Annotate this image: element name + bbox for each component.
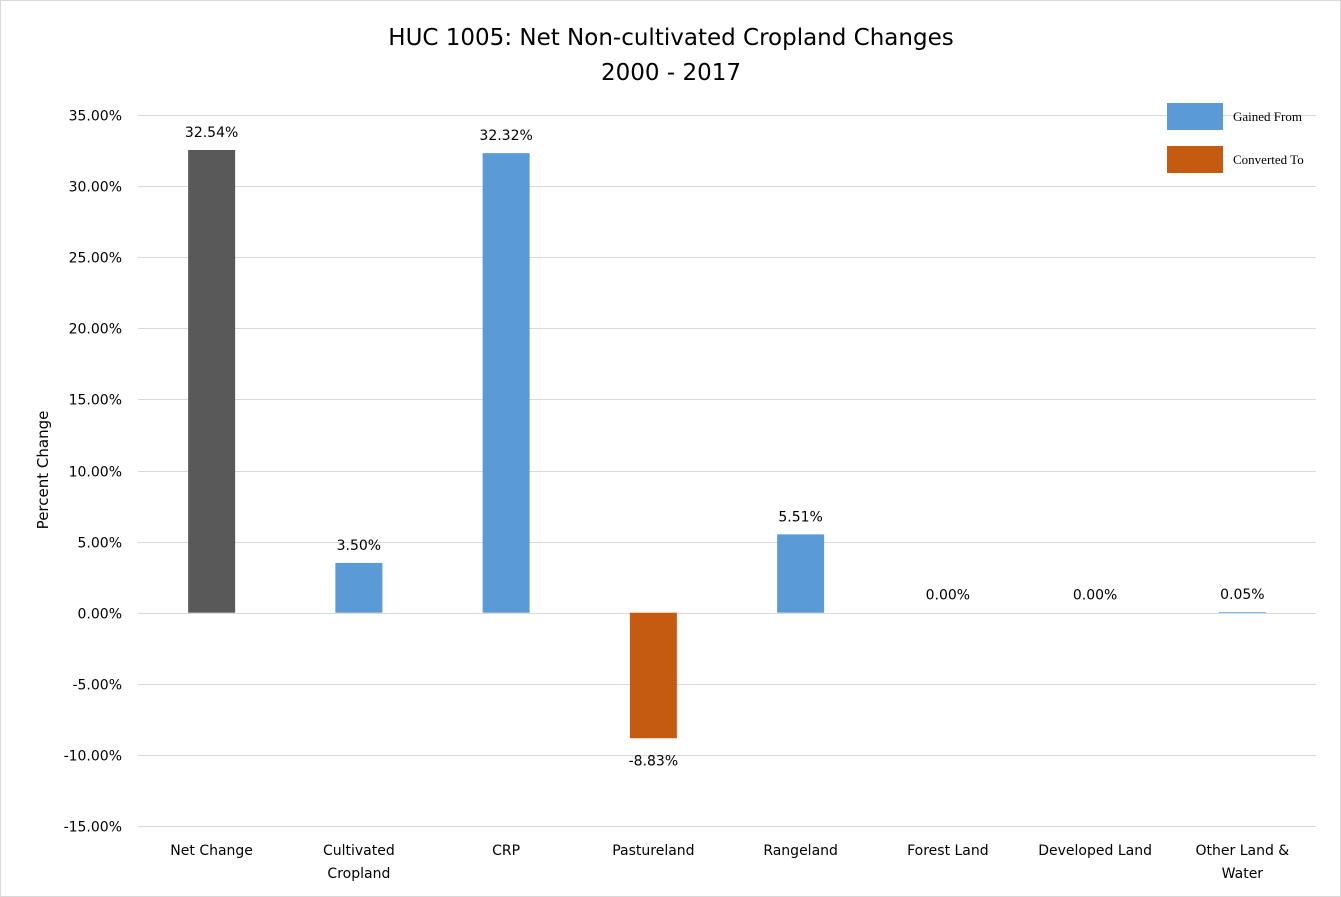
y-tick-label: 0.00% — [78, 607, 122, 623]
data-label: 5.51% — [778, 509, 822, 525]
data-labels: 32.54% 3.50% 32.32% -8.83% 5.51% 0.00% 0.00% 0.… — [185, 125, 1265, 769]
bar-gained — [482, 153, 530, 613]
y-axis-title: Percent Change — [34, 411, 52, 530]
bar-gained — [1218, 611, 1266, 613]
legend-label-converted: Converted To — [1233, 152, 1304, 167]
bar-gained — [777, 534, 825, 613]
y-axis-ticks: -15.00% -10.00% -5.00% 0.00% 5.00% 10.00% 15.0… — [64, 109, 122, 836]
data-label: 32.54% — [185, 125, 238, 141]
x-tick-label: Cultivated Cropland — [323, 843, 395, 882]
chart-title: HUC 1005: Net Non-cultivated Cropland Ch… — [388, 25, 953, 51]
bar-gained — [335, 562, 383, 613]
y-tick-label: 25.00% — [69, 251, 122, 267]
bar-net — [188, 149, 236, 613]
x-tick-label: CRP — [492, 843, 520, 859]
data-label: 0.00% — [1073, 588, 1117, 604]
legend-swatch-gained — [1167, 103, 1223, 130]
x-tick-label: Rangeland — [763, 843, 838, 859]
chart-subtitle: 2000 - 2017 — [601, 60, 741, 86]
y-tick-label: -15.00% — [64, 820, 122, 836]
y-tick-label: 5.00% — [78, 536, 122, 552]
x-tick-label: Pastureland — [612, 843, 694, 859]
y-tick-label: 35.00% — [69, 109, 122, 125]
x-tick-label: Net Change — [170, 843, 253, 859]
y-tick-label: 10.00% — [69, 465, 122, 481]
y-tick-label: -5.00% — [72, 678, 122, 694]
x-tick-label: Forest Land — [907, 843, 989, 859]
x-tick-label: Developed Land — [1038, 843, 1152, 859]
data-label: 0.05% — [1220, 587, 1264, 603]
data-label: -8.83% — [629, 753, 679, 769]
y-tick-label: -10.00% — [64, 749, 122, 765]
gridlines — [138, 115, 1316, 827]
y-tick-label: 15.00% — [69, 393, 122, 409]
data-label: 3.50% — [337, 538, 381, 554]
data-label: 0.00% — [926, 588, 970, 604]
legend-label-gained: Gained From — [1233, 109, 1302, 124]
bar-converted — [629, 612, 677, 739]
x-axis-ticks: Net Change Cultivated Cropland CRP Pasturela… — [170, 843, 1289, 882]
y-tick-label: 30.00% — [69, 180, 122, 196]
bars — [188, 149, 1266, 739]
x-tick-label: Other Land & Water — [1196, 843, 1290, 882]
legend: Gained From Converted To — [1167, 103, 1304, 173]
legend-swatch-converted — [1167, 146, 1223, 173]
y-tick-label: 20.00% — [69, 322, 122, 338]
data-label: 32.32% — [479, 128, 532, 144]
